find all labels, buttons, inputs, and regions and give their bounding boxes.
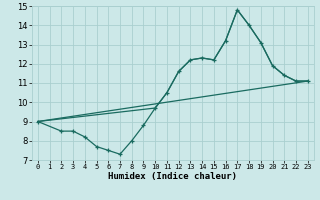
X-axis label: Humidex (Indice chaleur): Humidex (Indice chaleur) — [108, 172, 237, 181]
